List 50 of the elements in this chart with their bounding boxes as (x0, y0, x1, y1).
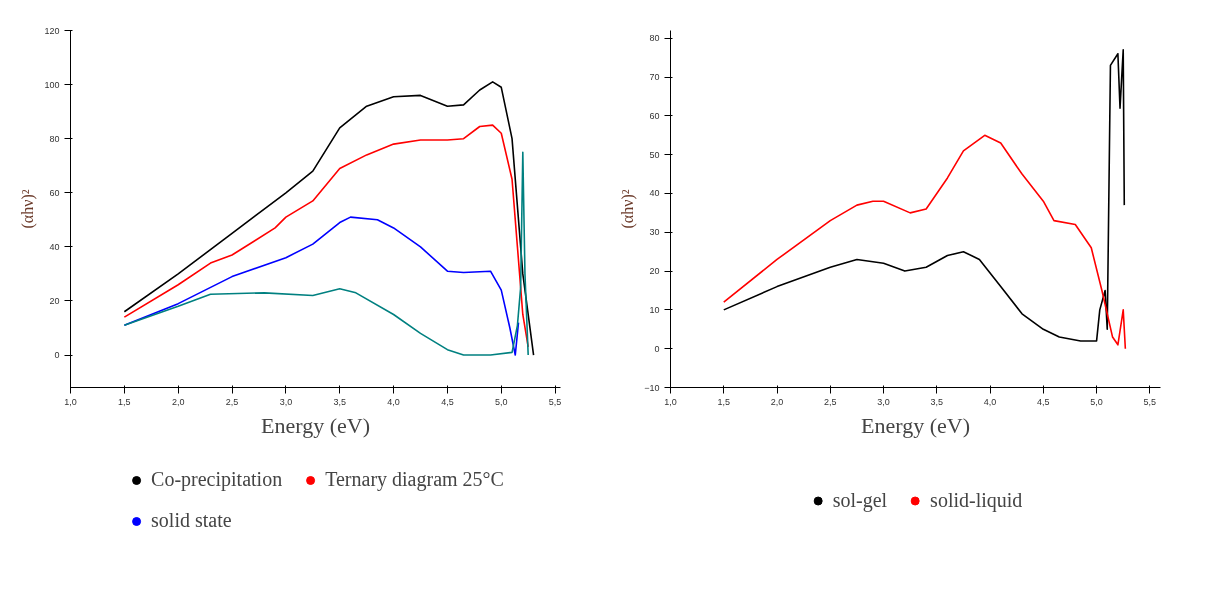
legend-label: solid state (151, 509, 232, 532)
y-tick-label: 60 (649, 110, 660, 121)
x-tick-label: 2,5 (824, 396, 837, 407)
x-tick-label: 4,0 (983, 396, 997, 407)
legend-label: solid-liquid (930, 488, 1023, 512)
x-tick-label: 2,5 (225, 396, 239, 407)
y-tick-label: 120 (44, 25, 60, 36)
x-tick-label: 5,0 (1090, 396, 1103, 407)
x-tick-label: 3,5 (930, 396, 944, 407)
x-tick-label: 1,0 (664, 396, 677, 407)
x-tick-label: 5,5 (548, 396, 562, 407)
x-tick-label: 3,0 (279, 396, 293, 407)
x-tick-label: 3,5 (333, 396, 346, 407)
line-series (722, 134, 1127, 350)
legend-label: Ternary diagram 25°C (325, 468, 504, 491)
y-tick-label: −10 (644, 382, 660, 393)
line-series (722, 49, 1126, 342)
x-tick-label: 4,5 (1037, 396, 1050, 407)
legend-label: sol-gel (832, 488, 888, 512)
x-tick-label: 2,0 (770, 396, 784, 407)
y-tick-label: 0 (654, 343, 660, 354)
y-tick-label: 60 (49, 187, 60, 198)
x-tick-label: 2,0 (171, 396, 185, 407)
x-tick-label: 1,0 (64, 396, 77, 407)
y-tick-label: 10 (649, 304, 660, 315)
y-tick-label: 20 (49, 295, 60, 306)
x-tick-label: 3,0 (877, 396, 890, 407)
x-axis-title: Energy (eV) (261, 412, 370, 438)
y-axis-title: (αhν)² (619, 189, 638, 229)
y-tick-label: 20 (649, 266, 660, 277)
x-tick-label: 5,5 (1143, 396, 1157, 407)
line-series (123, 81, 535, 356)
x-tick-label: 5,0 (495, 396, 508, 407)
y-tick-label: 30 (649, 227, 660, 238)
x-tick-label: 4,5 (441, 396, 454, 407)
y-axis-title: (αhν)² (19, 189, 38, 229)
x-tick-label: 1,5 (717, 396, 731, 407)
y-tick-label: 40 (649, 188, 660, 199)
y-tick-label: 80 (649, 33, 660, 44)
y-tick-label: 70 (649, 72, 660, 83)
legend-label: Co-precipitation (151, 468, 283, 491)
y-tick-label: 100 (44, 79, 60, 90)
x-axis-title: Energy (eV) (861, 412, 970, 438)
line-series (123, 151, 529, 356)
x-tick-label: 1,5 (118, 396, 131, 407)
y-tick-label: 0 (54, 350, 60, 361)
x-tick-label: 4,0 (387, 396, 400, 407)
y-tick-label: 40 (49, 241, 60, 252)
y-tick-label: 50 (649, 149, 660, 160)
y-tick-label: 80 (49, 133, 60, 144)
